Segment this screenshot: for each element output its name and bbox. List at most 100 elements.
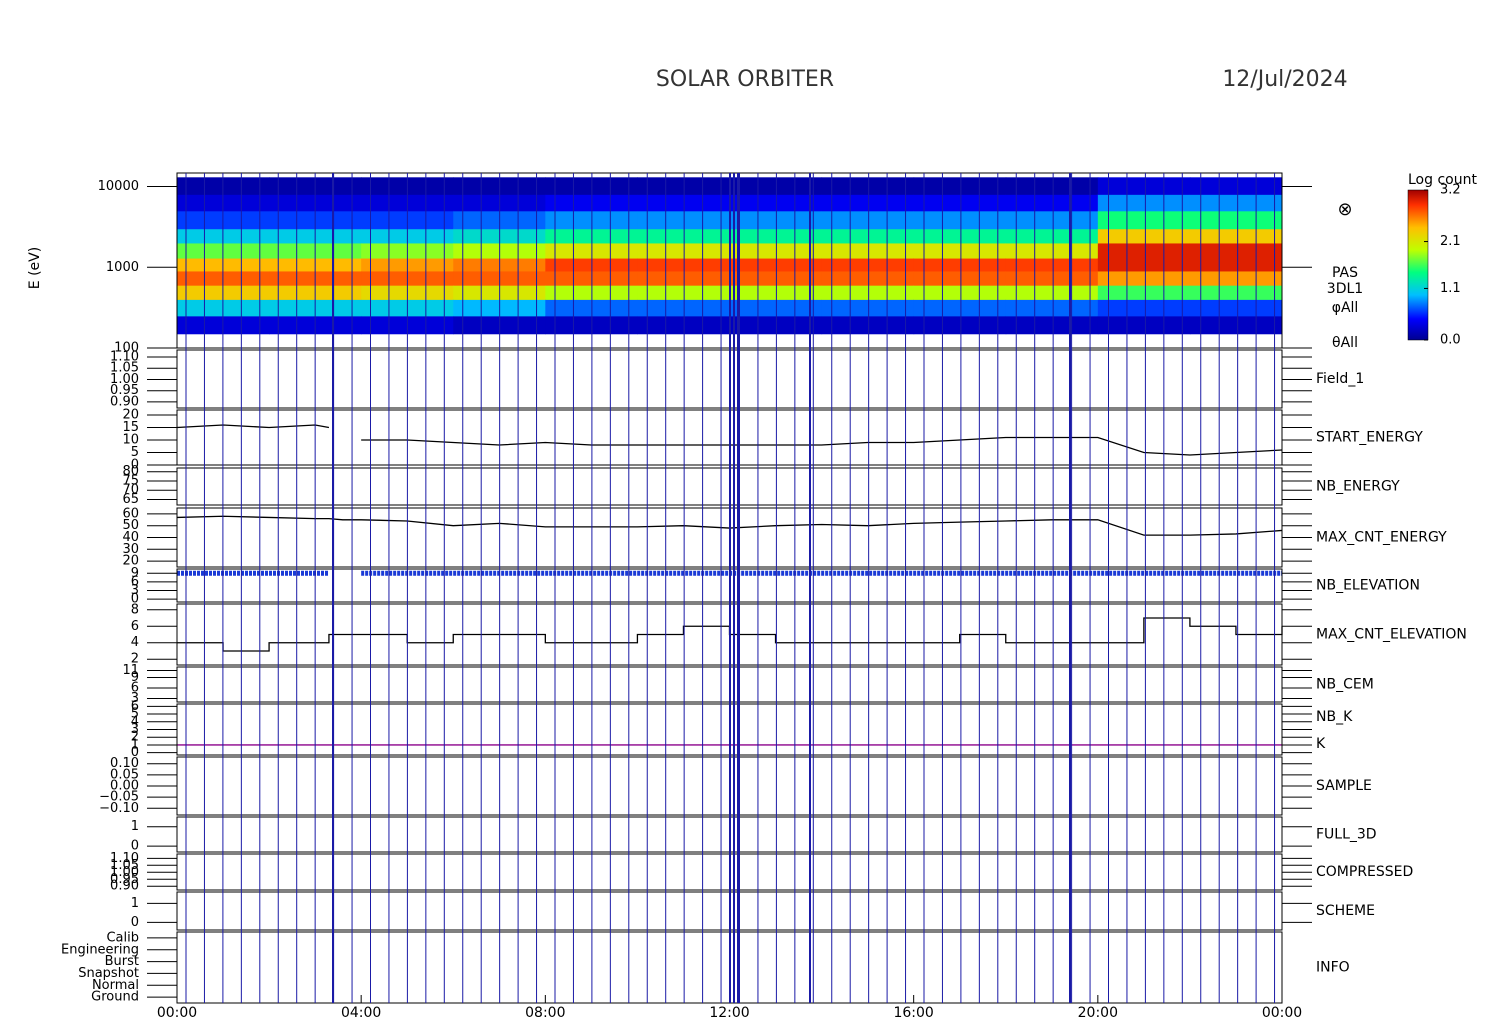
spectrogram-cell <box>1097 210 1191 230</box>
panel-label: K <box>1316 736 1326 752</box>
spectrogram-cell <box>729 228 823 244</box>
y-tick-label: −0.10 <box>99 801 139 816</box>
panel-label: COMPRESSED <box>1316 864 1413 880</box>
y-tick-label: 50 <box>122 518 139 533</box>
spectrogram-cell <box>729 194 823 212</box>
spectrogram-cell <box>913 177 1007 195</box>
spectrogram-cell <box>729 315 823 335</box>
x-tick-label: 20:00 <box>1078 1005 1118 1020</box>
spectrogram-cell <box>913 210 1007 230</box>
y-category-label: Ground <box>91 990 139 1005</box>
y-tick-label: 0 <box>131 745 139 760</box>
spectrogram-cell <box>913 270 1007 286</box>
chart-date: 12/Jul/2024 <box>1222 67 1347 92</box>
y-tick-label: 0.90 <box>110 394 139 409</box>
spectrogram-cell <box>1097 270 1191 286</box>
spectrogram-cell <box>821 299 915 317</box>
y-tick-label: 1.10 <box>110 349 139 364</box>
spectrogram-cell <box>1005 258 1099 272</box>
y-tick-label: −0.05 <box>99 790 139 805</box>
spectrogram-cell <box>1189 228 1283 244</box>
y-tick-label: 10000 <box>98 179 139 194</box>
y-tick-label: 6 <box>131 619 139 634</box>
spectrogram-cell <box>1189 194 1283 212</box>
y-tick-label: 6 <box>131 574 139 589</box>
y-tick-label: 0.95 <box>110 383 139 398</box>
colorbar <box>1407 189 1429 341</box>
spectrogram-cell <box>913 315 1007 335</box>
series-line <box>177 617 1283 652</box>
spectrogram-cell <box>1097 285 1191 300</box>
y-tick-label: 0 <box>131 458 139 473</box>
y-tick-label: 1000 <box>106 260 139 275</box>
spectrogram-cell <box>1005 299 1099 317</box>
panel-label: FULL_3D <box>1316 827 1377 843</box>
y-tick-label: 20 <box>122 554 139 569</box>
spectrogram-cell <box>1189 242 1283 259</box>
spectrogram-cell <box>729 210 823 230</box>
panel-label: NB_ELEVATION <box>1316 578 1420 594</box>
spectrogram-cell <box>821 270 915 286</box>
spectrogram-cell <box>1189 315 1283 335</box>
spectrogram-cell <box>729 177 823 195</box>
spectrogram-cell <box>821 228 915 244</box>
spectrogram-cell <box>821 258 915 272</box>
y-category-label: Snapshot <box>78 966 139 981</box>
x-tick-label: 04:00 <box>341 1005 381 1020</box>
y-tick-label: 1.05 <box>110 361 139 376</box>
colorbar-tick-label: 2.1 <box>1440 234 1461 249</box>
spectrogram-cell <box>1005 177 1099 195</box>
spectrogram-cell <box>913 258 1007 272</box>
y-tick-label: 20 <box>122 408 139 423</box>
y-tick-label: 3 <box>131 583 139 598</box>
y-tick-label: 1.05 <box>110 858 139 873</box>
spectrogram-cell <box>1189 210 1283 230</box>
y-tick-label: 0.10 <box>110 756 139 771</box>
x-tick-label: 00:00 <box>1262 1005 1302 1020</box>
x-tick-label: 00:00 <box>157 1005 197 1020</box>
spectrogram-cell <box>1189 270 1283 286</box>
spectrogram-cell <box>913 285 1007 300</box>
spectrogram-cell <box>729 299 823 317</box>
y-tick-label: 1 <box>131 819 139 834</box>
panel-label: NB_ENERGY <box>1316 479 1400 495</box>
y-tick-label: 3 <box>131 722 139 737</box>
x-tick-label: 16:00 <box>893 1005 933 1020</box>
y-tick-label: 0 <box>131 592 139 607</box>
spectrogram-cell <box>1097 315 1191 335</box>
y-category-label: Burst <box>105 954 139 969</box>
y-tick-label: 65 <box>122 492 139 507</box>
panel-label: SAMPLE <box>1316 778 1372 794</box>
y-tick-label: 40 <box>122 530 139 545</box>
spectrogram-cell <box>1097 242 1191 259</box>
spectrogram-cell <box>729 258 823 272</box>
spectrogram-cell <box>729 242 823 259</box>
symbol: ⊗ <box>1337 199 1352 220</box>
spectrogram-cell <box>1189 299 1283 317</box>
spectrogram-cell <box>729 270 823 286</box>
spectrogram-cell <box>1097 299 1191 317</box>
spectrogram-cell <box>821 194 915 212</box>
spectrogram-cell <box>1097 228 1191 244</box>
y-tick-label: 11 <box>122 663 139 678</box>
y-tick-label: 5 <box>131 707 139 722</box>
y-tick-label: 6 <box>131 681 139 696</box>
y-tick-label: 4 <box>131 635 139 650</box>
series-line <box>176 424 1283 456</box>
y-tick-label: 2 <box>131 652 139 667</box>
spectrogram-cell <box>821 210 915 230</box>
spectrogram-cell <box>913 194 1007 212</box>
y-category-label: Normal <box>92 978 139 993</box>
spectrogram-cell <box>913 242 1007 259</box>
spectrogram-cell <box>1005 270 1099 286</box>
y-tick-label: 9 <box>131 670 139 685</box>
y-tick-label: 70 <box>122 483 139 498</box>
panel-label: 3DL1 <box>1327 281 1363 297</box>
spectrogram-cell <box>1189 285 1283 300</box>
spectrogram-cell <box>913 228 1007 244</box>
y-tick-label: 30 <box>122 542 139 557</box>
spectrogram-cell <box>1189 258 1283 272</box>
y-tick-label: 1 <box>131 737 139 752</box>
chart-title: SOLAR ORBITER <box>656 67 834 92</box>
